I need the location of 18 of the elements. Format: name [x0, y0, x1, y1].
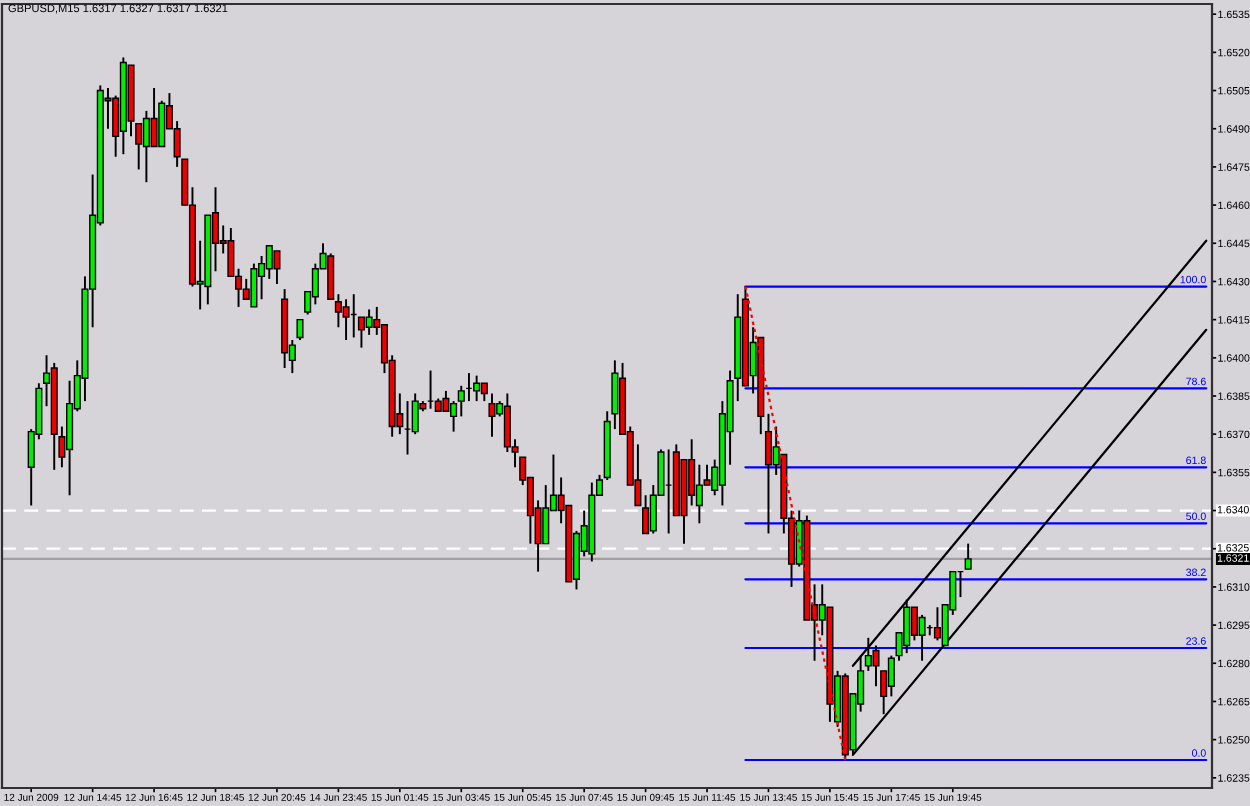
candlestick — [887, 654, 895, 698]
candlestick — [918, 613, 926, 662]
candlestick — [442, 389, 450, 413]
candlestick — [542, 484, 550, 545]
candlestick — [764, 412, 773, 535]
candlestick — [473, 374, 481, 403]
candlestick — [903, 598, 911, 655]
candlestick — [411, 392, 419, 436]
candlestick — [142, 109, 150, 184]
candlestick — [150, 87, 158, 148]
candlestick — [250, 262, 258, 308]
candlestick — [296, 318, 304, 341]
candlestick — [342, 298, 350, 341]
candlestick — [273, 249, 281, 285]
candlestick — [365, 308, 373, 336]
candlestick — [964, 542, 972, 571]
candlestick — [933, 606, 941, 642]
candlestick — [135, 122, 143, 171]
